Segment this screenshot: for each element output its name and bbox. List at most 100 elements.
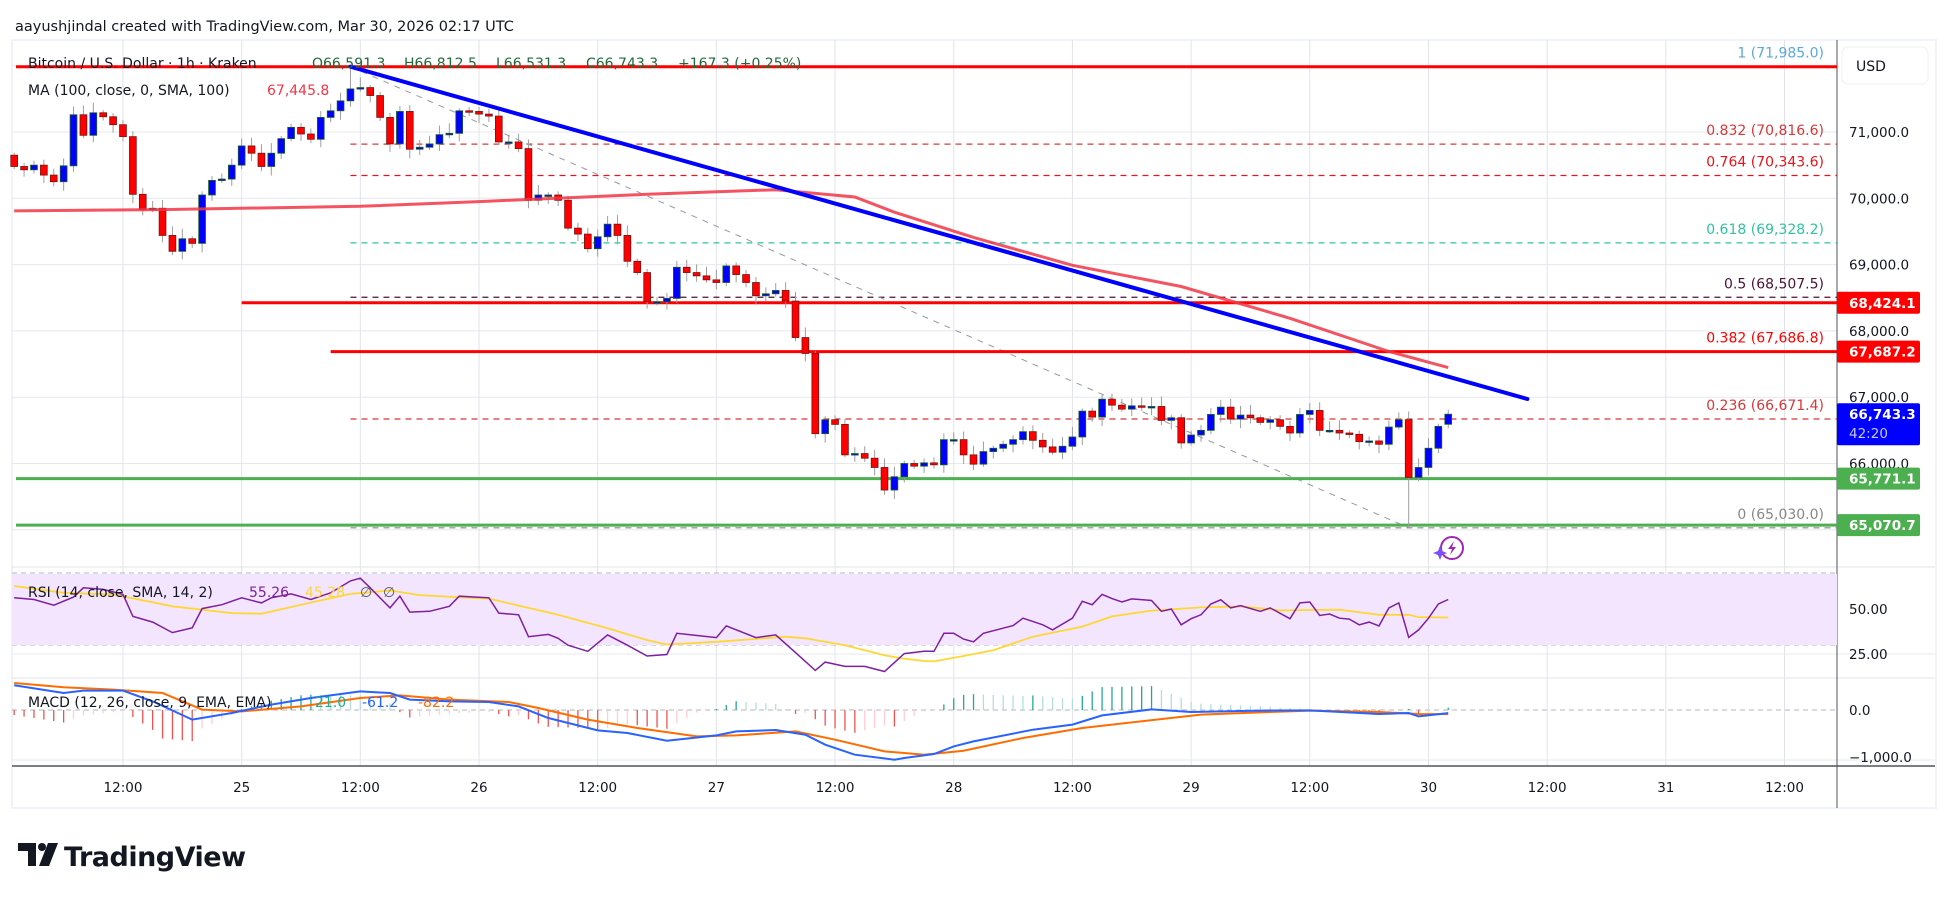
candle bbox=[445, 123, 454, 139]
candle bbox=[771, 283, 780, 297]
candle bbox=[910, 459, 918, 469]
candle bbox=[821, 416, 829, 443]
macd-signal-value: -82.2 bbox=[418, 695, 454, 711]
candle bbox=[415, 139, 424, 156]
candle bbox=[218, 173, 226, 184]
candle bbox=[1385, 420, 1393, 451]
candle bbox=[1197, 424, 1205, 442]
logo-text: TradingView bbox=[64, 842, 246, 873]
candle-body-down bbox=[10, 154, 18, 167]
currency-button[interactable] bbox=[1841, 46, 1929, 85]
candle bbox=[366, 84, 375, 103]
price-axis-tick: 69,000.0 bbox=[1849, 258, 1909, 274]
candle-body-up bbox=[1305, 410, 1314, 415]
price-axis-tick: 71,000.0 bbox=[1849, 125, 1909, 141]
candle bbox=[178, 228, 187, 260]
candle-body-down bbox=[1335, 429, 1344, 434]
candle-body-up bbox=[1365, 440, 1373, 443]
candle-body-down bbox=[1157, 406, 1166, 421]
candle bbox=[1345, 430, 1354, 439]
candle bbox=[247, 137, 256, 162]
candle bbox=[1118, 398, 1126, 412]
candle bbox=[257, 144, 266, 172]
candle-body-up bbox=[504, 141, 513, 144]
candle-body-down bbox=[1137, 405, 1146, 408]
candle-body-down bbox=[860, 453, 869, 459]
candle-body-down bbox=[79, 114, 88, 136]
candle bbox=[673, 260, 681, 304]
candle bbox=[593, 229, 602, 257]
candle-body-down bbox=[158, 207, 167, 236]
price-badge-label: 65,070.7 bbox=[1849, 518, 1916, 534]
tradingview-logo[interactable]: TradingView bbox=[18, 842, 246, 873]
price-badge: 65,771.1 bbox=[1837, 467, 1920, 490]
price-badge-bg bbox=[1837, 340, 1920, 363]
candle bbox=[1296, 408, 1304, 438]
rsi-value: 55.26 bbox=[249, 585, 289, 601]
macd-label[interactable]: MACD (12, 26, close, 9, EMA, EMA) bbox=[28, 695, 271, 711]
candle bbox=[386, 112, 394, 152]
candle-body-up bbox=[455, 110, 464, 134]
candle-body-up bbox=[30, 164, 38, 171]
candle-body-down bbox=[781, 290, 790, 302]
candle bbox=[1157, 396, 1166, 426]
symbol-label[interactable]: Bitcoin / U.S. Dollar · 1h · Kraken bbox=[28, 56, 257, 72]
candle bbox=[405, 105, 414, 159]
candle bbox=[900, 460, 909, 483]
fib-level-label: 0.236 (66,671.4) bbox=[1706, 398, 1824, 414]
candle bbox=[356, 77, 365, 92]
lightning-sparkle-icon[interactable] bbox=[1433, 536, 1464, 560]
candle-body-up bbox=[999, 443, 1007, 449]
candle-body-up bbox=[346, 88, 355, 102]
candle-body-down bbox=[870, 457, 879, 468]
candle bbox=[168, 226, 177, 256]
currency-label[interactable]: USD bbox=[1856, 59, 1886, 75]
indicators bbox=[13, 577, 1449, 761]
candle bbox=[940, 433, 948, 473]
candle bbox=[1137, 397, 1146, 411]
time-axis-label: 27 bbox=[708, 780, 725, 796]
candle-body-up bbox=[316, 117, 325, 140]
rsi-line bbox=[14, 577, 1449, 673]
candle bbox=[584, 227, 592, 253]
candle-body-up bbox=[1236, 414, 1245, 420]
candle bbox=[1207, 408, 1215, 435]
candle-body-down bbox=[1088, 410, 1097, 418]
candle-body-up bbox=[69, 114, 78, 167]
candle-body-up bbox=[1207, 414, 1215, 431]
time-axis[interactable]: 12:00 25 12:00 26 12:00 27 12:00 28 12:00 29 12:00… bbox=[104, 780, 1804, 796]
candle-body-down bbox=[99, 112, 108, 118]
rsi-axis-tick: 50.00 bbox=[1849, 602, 1888, 618]
candle-body-down bbox=[584, 233, 592, 250]
candle bbox=[69, 106, 78, 172]
price-badge-label: 67,687.2 bbox=[1849, 345, 1916, 361]
candle bbox=[465, 107, 473, 117]
candle-body-up bbox=[1385, 426, 1393, 445]
candle bbox=[791, 291, 800, 342]
candle-body-down bbox=[366, 87, 375, 96]
price-badge-bg bbox=[1837, 403, 1920, 446]
candle bbox=[425, 135, 434, 150]
ma100-line bbox=[14, 188, 1449, 370]
candle bbox=[1256, 415, 1265, 426]
time-axis-label: 31 bbox=[1657, 780, 1674, 796]
candle bbox=[346, 66, 355, 107]
candle bbox=[989, 445, 998, 459]
time-axis-label: 12:00 bbox=[341, 780, 380, 796]
ohlc-open: O66,591.3 bbox=[312, 56, 385, 72]
candle bbox=[287, 123, 295, 142]
candle-body-down bbox=[702, 275, 711, 281]
ma-label[interactable]: MA (100, close, 0, SMA, 100) bbox=[28, 83, 230, 99]
candle-body-up bbox=[1434, 425, 1443, 449]
candle-body-up bbox=[1078, 410, 1087, 438]
price-axis[interactable]: USD 71,000.0 70,000.0 69,000.0 68,000.0 67,0… bbox=[1837, 46, 1929, 766]
candle bbox=[1375, 435, 1383, 454]
macd-line bbox=[14, 684, 1449, 761]
candle-body-up bbox=[979, 451, 988, 465]
price-badge-bg bbox=[1837, 514, 1920, 537]
candle-body-up bbox=[1266, 419, 1275, 423]
fib-level-label: 0.618 (69,328.2) bbox=[1706, 222, 1824, 238]
candle bbox=[633, 258, 642, 276]
rsi-label[interactable]: RSI (14, close, SMA, 14, 2) bbox=[28, 585, 213, 601]
